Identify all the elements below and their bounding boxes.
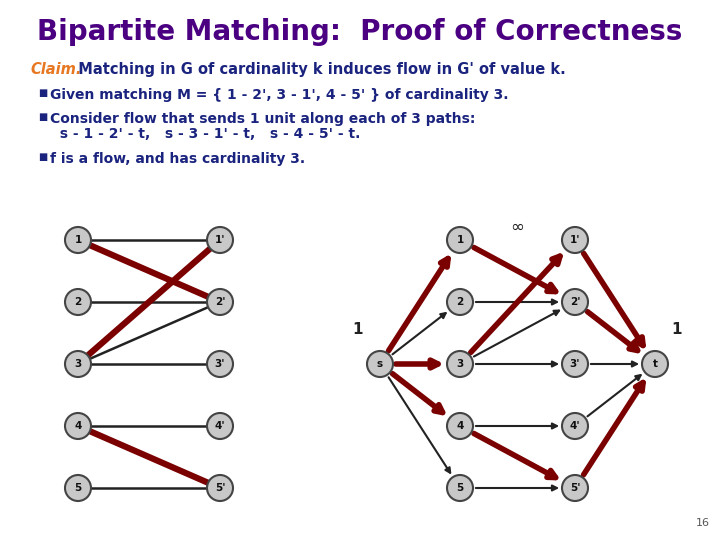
Text: 3: 3 — [74, 359, 81, 369]
Text: s - 1 - 2' - t,   s - 3 - 1' - t,   s - 4 - 5' - t.: s - 1 - 2' - t, s - 3 - 1' - t, s - 4 - … — [50, 127, 361, 141]
Circle shape — [367, 351, 393, 377]
Text: 16: 16 — [696, 518, 710, 528]
Text: ■: ■ — [38, 112, 48, 122]
Circle shape — [65, 289, 91, 315]
Text: $\infty$: $\infty$ — [510, 217, 525, 235]
Circle shape — [562, 475, 588, 501]
Text: 3: 3 — [456, 359, 464, 369]
Circle shape — [562, 227, 588, 253]
Circle shape — [447, 413, 473, 439]
Text: 1: 1 — [456, 235, 464, 245]
Text: f is a flow, and has cardinality 3.: f is a flow, and has cardinality 3. — [50, 152, 305, 166]
Text: 4: 4 — [456, 421, 464, 431]
Text: 5': 5' — [215, 483, 225, 493]
Circle shape — [447, 289, 473, 315]
Circle shape — [447, 351, 473, 377]
Text: ■: ■ — [38, 88, 48, 98]
Text: Matching in G of cardinality k induces flow in G' of value k.: Matching in G of cardinality k induces f… — [68, 62, 566, 77]
Text: t: t — [652, 359, 657, 369]
Text: ■: ■ — [38, 152, 48, 162]
Circle shape — [65, 475, 91, 501]
Text: s: s — [377, 359, 383, 369]
Circle shape — [207, 475, 233, 501]
Text: 2: 2 — [456, 297, 464, 307]
Text: 2': 2' — [215, 297, 225, 307]
Circle shape — [562, 351, 588, 377]
Circle shape — [65, 413, 91, 439]
Circle shape — [447, 475, 473, 501]
Circle shape — [207, 351, 233, 377]
Text: Bipartite Matching:  Proof of Correctness: Bipartite Matching: Proof of Correctness — [37, 18, 683, 46]
Text: 3': 3' — [215, 359, 225, 369]
Text: Consider flow that sends 1 unit along each of 3 paths:: Consider flow that sends 1 unit along ea… — [50, 112, 475, 126]
Text: 1: 1 — [74, 235, 81, 245]
Circle shape — [562, 289, 588, 315]
Text: 1': 1' — [570, 235, 580, 245]
Text: 4': 4' — [215, 421, 225, 431]
Circle shape — [207, 289, 233, 315]
Text: 1: 1 — [353, 321, 364, 336]
Text: 3': 3' — [570, 359, 580, 369]
Text: 5: 5 — [74, 483, 81, 493]
Text: 5': 5' — [570, 483, 580, 493]
Circle shape — [207, 227, 233, 253]
Text: 1: 1 — [672, 321, 683, 336]
Text: Claim.: Claim. — [30, 62, 81, 77]
Text: 4': 4' — [570, 421, 580, 431]
Circle shape — [65, 351, 91, 377]
Circle shape — [207, 413, 233, 439]
Text: 2: 2 — [74, 297, 81, 307]
Circle shape — [65, 227, 91, 253]
Text: Given matching M = { 1 - 2', 3 - 1', 4 - 5' } of cardinality 3.: Given matching M = { 1 - 2', 3 - 1', 4 -… — [50, 88, 508, 102]
Circle shape — [447, 227, 473, 253]
Text: 2': 2' — [570, 297, 580, 307]
Text: 1': 1' — [215, 235, 225, 245]
Text: 5: 5 — [456, 483, 464, 493]
Circle shape — [562, 413, 588, 439]
Text: 4: 4 — [74, 421, 81, 431]
Circle shape — [642, 351, 668, 377]
